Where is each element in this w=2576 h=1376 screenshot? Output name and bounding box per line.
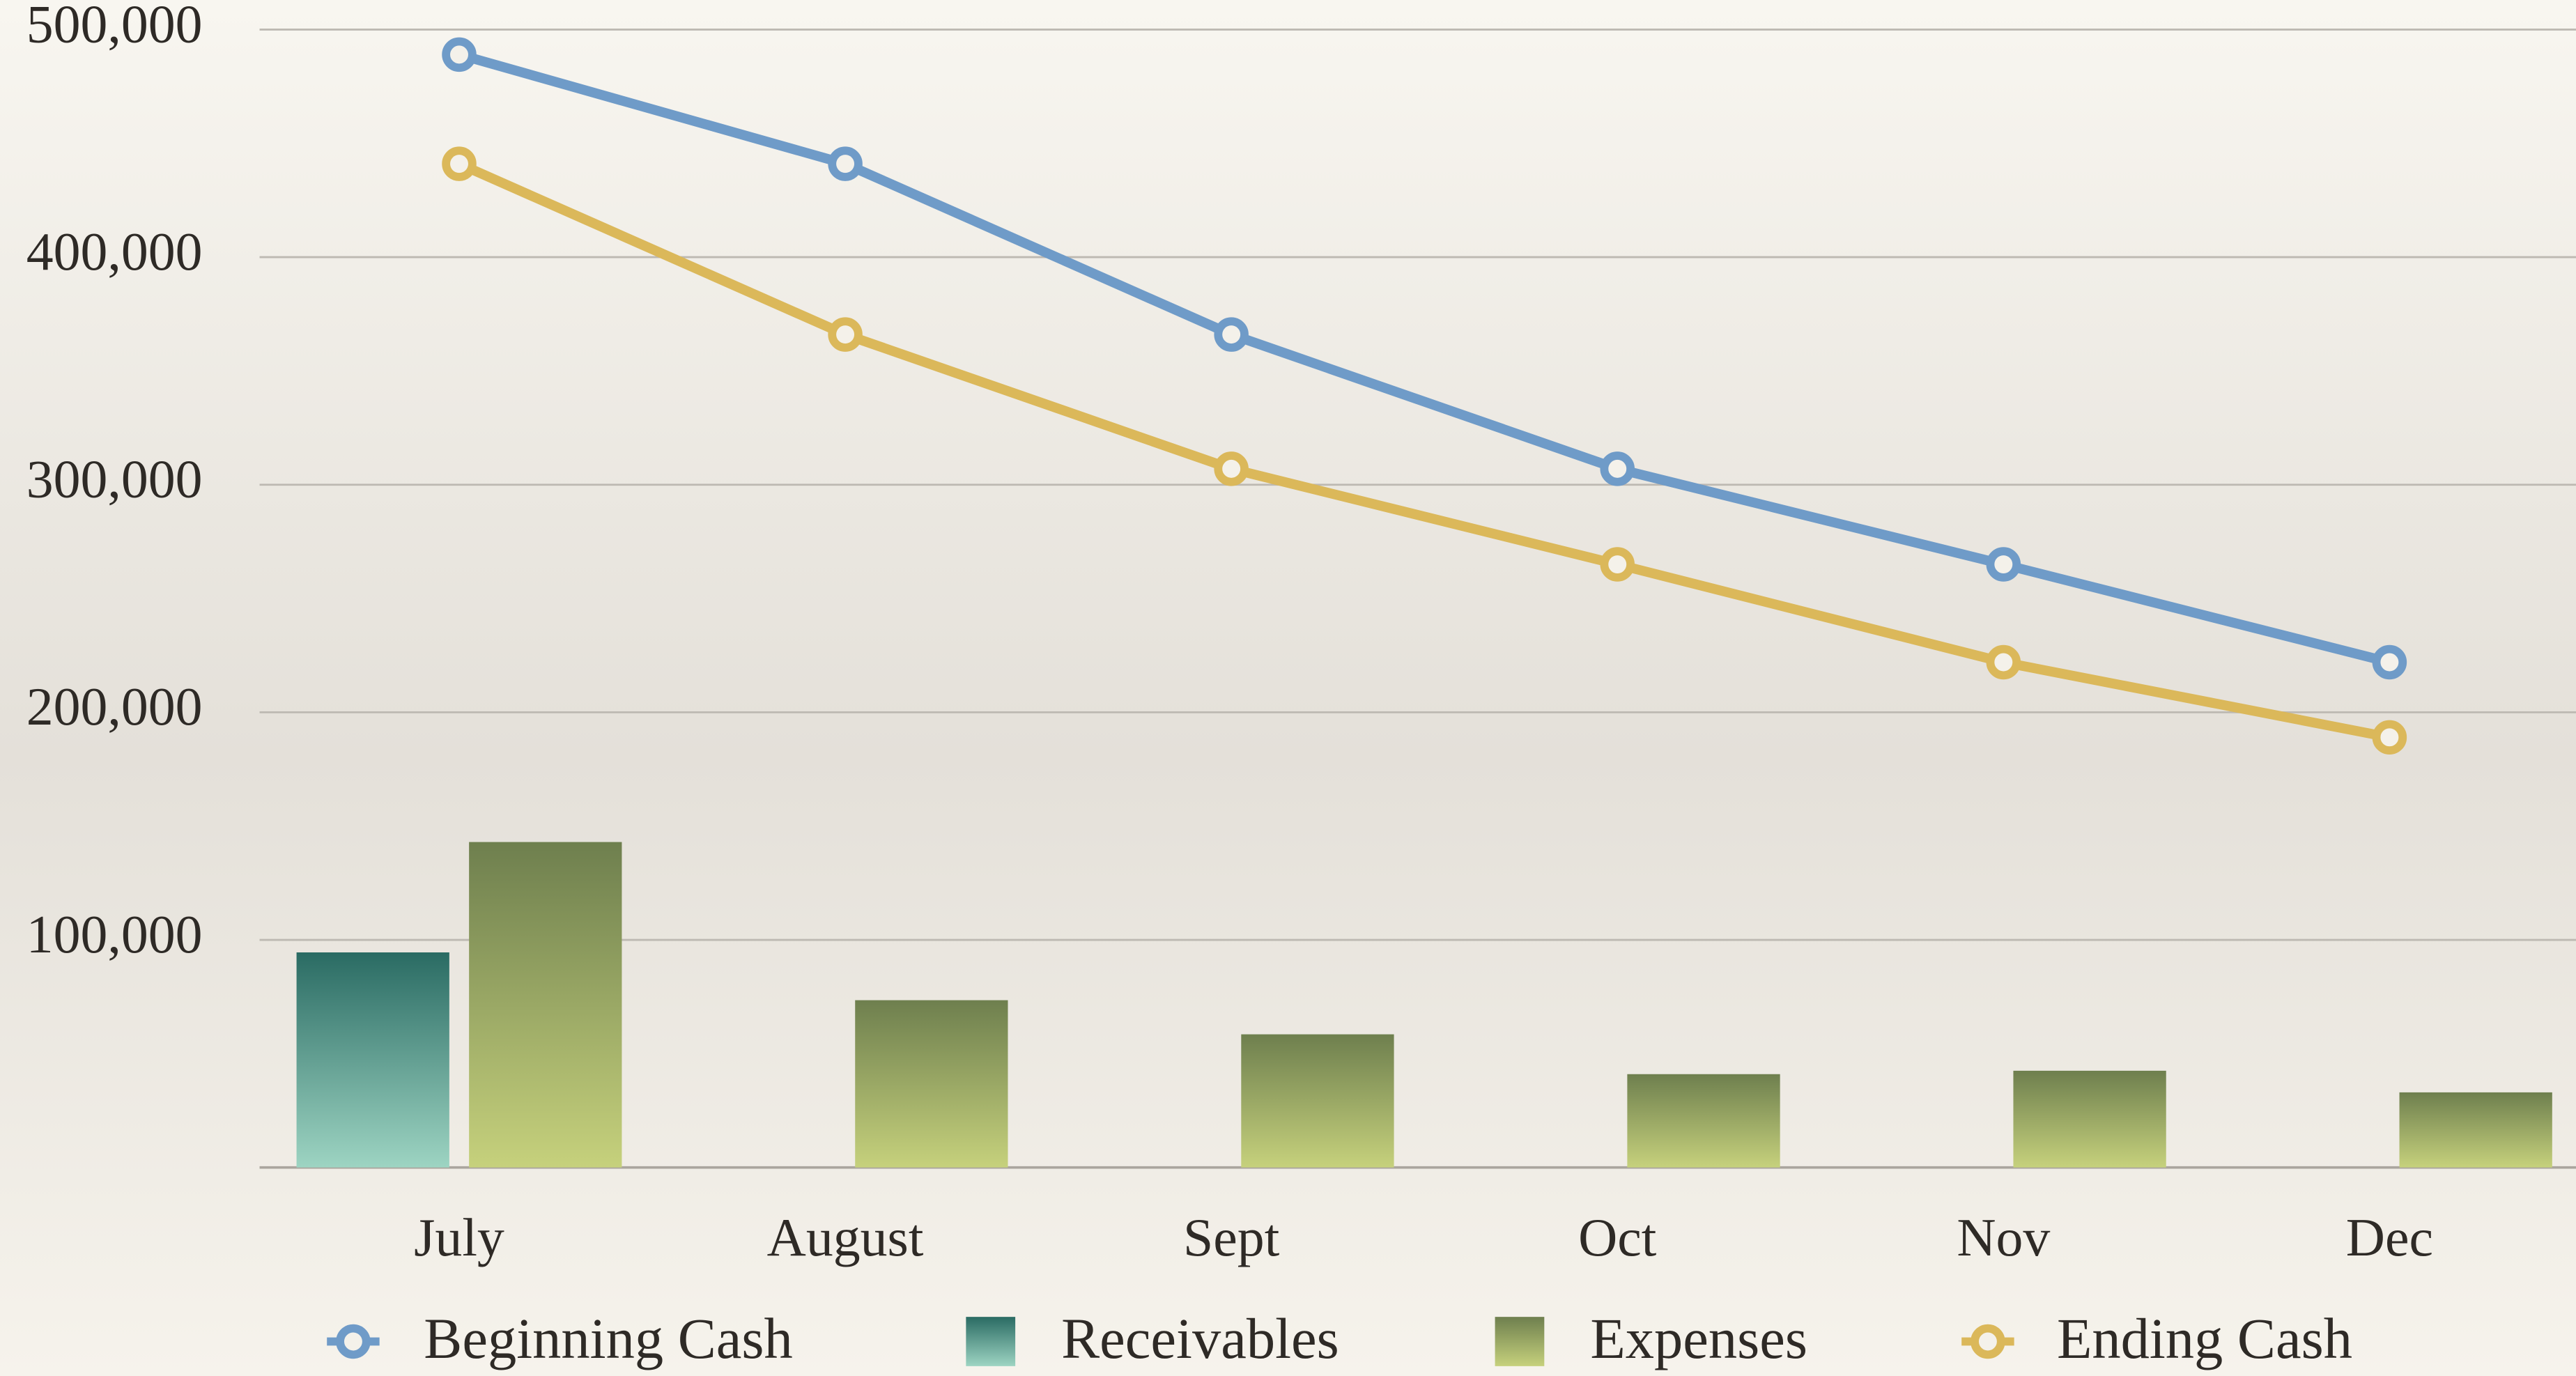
- legend-swatch: [966, 1317, 1016, 1366]
- bar: [2399, 1092, 2552, 1168]
- legend-swatch: [1495, 1317, 1545, 1366]
- x-tick-label: Oct: [1578, 1207, 1657, 1267]
- y-tick-label: 400,000: [26, 222, 203, 281]
- point: [442, 146, 477, 181]
- point: [2372, 720, 2407, 755]
- bar: [469, 842, 622, 1168]
- legend-label: Beginning Cash: [424, 1306, 792, 1370]
- bar: [1627, 1074, 1780, 1168]
- legend-label: Expenses: [1590, 1306, 1807, 1370]
- x-tick-label: Dec: [2346, 1207, 2433, 1267]
- point: [1986, 547, 2021, 582]
- x-tick-label: July: [414, 1207, 504, 1267]
- y-tick-label: 100,000: [26, 904, 203, 964]
- legend-label: Receivables: [1061, 1306, 1339, 1370]
- x-tick-label: Sept: [1183, 1207, 1280, 1267]
- line: [457, 159, 2391, 743]
- point: [1600, 547, 1635, 582]
- point: [2372, 644, 2407, 680]
- x-tick-label: Nov: [1957, 1207, 2050, 1267]
- legend-marker: [336, 1324, 371, 1359]
- bar: [855, 1000, 1008, 1168]
- legend-label: Ending Cash: [2057, 1306, 2352, 1370]
- point: [1600, 451, 1635, 486]
- point: [1214, 451, 1249, 486]
- point: [1986, 644, 2021, 680]
- point: [1214, 317, 1249, 352]
- bar: [1241, 1034, 1394, 1168]
- y-tick-label: 500,000: [26, 0, 203, 54]
- x-tick-label: August: [767, 1207, 924, 1267]
- point: [828, 317, 863, 352]
- bar: [296, 952, 449, 1168]
- y-tick-label: 200,000: [26, 677, 203, 736]
- point: [828, 146, 863, 181]
- y-tick-label: 300,000: [26, 449, 203, 509]
- bar: [2013, 1070, 2166, 1168]
- line: [458, 49, 2391, 667]
- legend-marker: [1970, 1324, 2005, 1359]
- point: [442, 37, 477, 72]
